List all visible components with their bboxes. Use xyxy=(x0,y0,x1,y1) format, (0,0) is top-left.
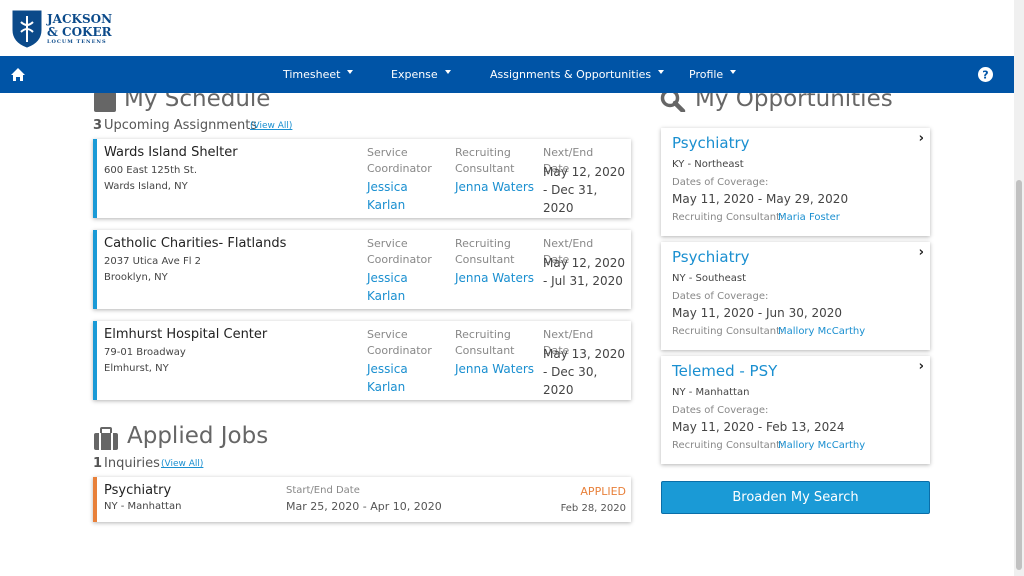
region: NY - Manhattan xyxy=(672,387,750,398)
opportunity-card[interactable]: Psychiatry › NY - Southeast Dates of Covera… xyxy=(661,242,930,350)
job-title: Psychiatry xyxy=(104,483,172,498)
caret xyxy=(444,70,451,77)
coverage-dates: May 11, 2020 - Feb 13, 2024 xyxy=(672,420,845,434)
field-label: Recruiting Consultant: xyxy=(672,212,784,223)
calendar-icon xyxy=(93,90,119,118)
address: Wards Island, NY xyxy=(104,181,188,192)
opportunity-title[interactable]: Psychiatry xyxy=(672,248,750,266)
region: NY - Southeast xyxy=(672,273,747,284)
chevron: › xyxy=(918,131,924,146)
facility-name: Elmhurst Hospital Center xyxy=(104,327,268,342)
field-label: Start/End Date xyxy=(286,485,360,496)
field-label: Service Coordinator xyxy=(367,328,432,357)
address: Brooklyn, NY xyxy=(104,272,168,283)
field-label: Dates of Coverage: xyxy=(672,177,769,188)
opportunity-title[interactable]: Psychiatry xyxy=(672,134,750,152)
job-location: NY - Manhattan xyxy=(104,501,182,512)
coordinator-link[interactable]: Jessica Karlan xyxy=(367,362,408,394)
coverage-dates: May 11, 2020 - May 29, 2020 xyxy=(672,192,849,206)
consultant-link[interactable]: Jenna Waters xyxy=(455,362,535,376)
consultant-link[interactable]: Mallory McCarthy xyxy=(778,440,866,451)
consultant-link[interactable]: Mallory McCarthy xyxy=(778,326,866,337)
view-all-link[interactable]: (View All) xyxy=(161,459,204,469)
opportunity-card[interactable]: Telemed - PSY › NY - Manhattan Dates of Cov… xyxy=(661,356,930,464)
scroll-thumb[interactable] xyxy=(1016,180,1022,570)
count: 1 xyxy=(93,456,103,471)
facility-name: Wards Island Shelter xyxy=(104,145,238,160)
date-range: May 12, 2020 - Jul 31, 2020 xyxy=(543,256,626,288)
logo-line: LOCUM TENENS xyxy=(47,39,107,45)
field-label: Service Coordinator xyxy=(367,237,432,266)
address: 79-01 Broadway xyxy=(104,347,186,358)
logo-text[interactable]: JACKSON & COKER LOCUM TENENS xyxy=(47,13,112,46)
applied-job-card[interactable]: Psychiatry NY - Manhattan Start/End Date Ma… xyxy=(93,477,631,522)
consultant-link[interactable]: Jenna Waters xyxy=(455,180,535,194)
assignment-card[interactable]: Catholic Charities- Flatlands 2037 Utica … xyxy=(93,230,631,309)
section-title: Applied Jobs xyxy=(127,423,269,449)
count-label: Inquiries xyxy=(104,456,160,471)
field-label: Service Coordinator xyxy=(367,146,432,175)
date-range: Mar 25, 2020 - Apr 10, 2020 xyxy=(286,500,442,513)
field-label: Dates of Coverage: xyxy=(672,405,769,416)
field-label: Recruiting Consultant xyxy=(455,328,515,357)
home-icon[interactable] xyxy=(10,67,26,82)
chevron: › xyxy=(918,245,924,260)
nav-label: Expense xyxy=(391,68,438,81)
field-label: Next/End Date xyxy=(543,237,594,266)
caret xyxy=(730,70,737,77)
consultant-link[interactable]: Jenna Waters xyxy=(455,271,535,285)
scrollbar[interactable] xyxy=(1014,0,1024,576)
coverage-dates: May 11, 2020 - Jun 30, 2020 xyxy=(672,306,843,320)
opportunity-title[interactable]: Telemed - PSY xyxy=(672,362,778,380)
facility-name: Catholic Charities- Flatlands xyxy=(104,236,287,251)
count-label: Upcoming Assignments xyxy=(104,118,258,133)
date-range: May 12, 2020 - Dec 31, 2020 xyxy=(543,165,626,215)
broaden-search-button[interactable]: Broaden My Search xyxy=(661,481,930,514)
nav-label: Profile xyxy=(689,68,724,81)
status: APPLIED xyxy=(580,485,626,498)
assignment-card[interactable]: Elmhurst Hospital Center 79-01 Broadway El… xyxy=(93,321,631,400)
logo-shield[interactable] xyxy=(10,8,44,48)
nav-label: Assignments & Opportunities xyxy=(490,68,652,81)
briefcase-icon xyxy=(93,427,119,455)
help-icon[interactable]: ? xyxy=(978,67,993,82)
date-range: May 13, 2020 - Dec 30, 2020 xyxy=(543,347,626,397)
field-label: Next/End Date xyxy=(543,328,594,357)
briefcase-icon-svg xyxy=(94,427,118,450)
nav-item[interactable]: Timesheet xyxy=(283,68,354,81)
address: 2037 Utica Ave Fl 2 xyxy=(104,256,202,267)
count: 3 xyxy=(93,118,103,133)
region: KY - Northeast xyxy=(672,159,744,170)
calendar-icon-svg xyxy=(94,92,116,112)
nav-item[interactable]: Assignments & Opportunities xyxy=(490,68,665,81)
field-label: Recruiting Consultant xyxy=(455,146,515,175)
coordinator-link[interactable]: Jessica Karlan xyxy=(367,180,408,212)
address: Elmhurst, NY xyxy=(104,363,169,374)
view-all-link[interactable]: (View All) xyxy=(250,121,293,131)
svg-text:?: ? xyxy=(982,69,988,82)
assignment-card[interactable]: Wards Island Shelter 600 East 125th St. Wa… xyxy=(93,139,631,218)
status-date: Feb 28, 2020 xyxy=(560,503,626,514)
field-label: Dates of Coverage: xyxy=(672,291,769,302)
caret xyxy=(347,70,354,77)
nav-item[interactable]: Expense xyxy=(391,68,451,81)
opportunity-card[interactable]: Psychiatry › KY - Northeast Dates of Covera… xyxy=(661,128,930,236)
address: 600 East 125th St. xyxy=(104,165,197,176)
logo-line: JACKSON xyxy=(47,12,113,26)
logo-line: & COKER xyxy=(47,25,112,39)
field-label: Recruiting Consultant: xyxy=(672,326,784,337)
consultant-link[interactable]: Maria Foster xyxy=(778,212,840,223)
caret xyxy=(658,70,665,77)
nav-label: Timesheet xyxy=(283,68,341,81)
field-label: Recruiting Consultant xyxy=(455,237,515,266)
chevron: › xyxy=(918,359,924,374)
field-label: Recruiting Consultant: xyxy=(672,440,784,451)
header: JACKSON & COKER LOCUM TENENS xyxy=(0,0,1014,56)
nav-item[interactable]: Profile xyxy=(689,68,737,81)
coordinator-link[interactable]: Jessica Karlan xyxy=(367,271,408,303)
navbar: ? Timesheet Expense Assignments & Opportun… xyxy=(0,56,1014,93)
field-label: Next/End Date xyxy=(543,146,594,175)
